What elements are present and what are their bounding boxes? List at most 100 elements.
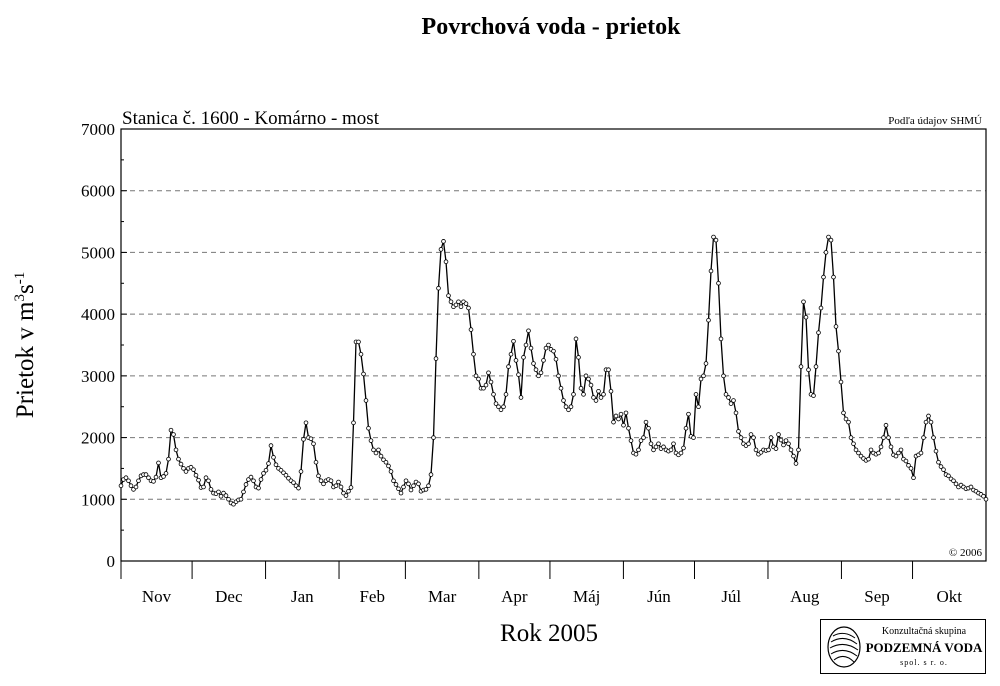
data-point [733, 410, 739, 416]
data-point [376, 447, 381, 453]
data-point [678, 450, 684, 456]
data-point [608, 388, 614, 394]
data-point [821, 274, 826, 280]
data-point [791, 453, 796, 459]
data-point [653, 444, 659, 450]
data-point [273, 462, 279, 468]
data-point [751, 435, 756, 440]
data-point [446, 293, 451, 298]
month-label: Jan [291, 587, 314, 606]
data-point [183, 469, 189, 474]
x-axis-label: Rok 2005 [500, 620, 598, 647]
data-point [258, 477, 264, 482]
data-point [693, 392, 699, 397]
data-point [511, 338, 516, 344]
data-point [921, 435, 926, 440]
y-tick-label: 3000 [81, 367, 115, 386]
data-point [691, 435, 696, 440]
data-point [613, 413, 619, 419]
data-point [931, 435, 936, 440]
data-point [338, 484, 344, 490]
data-point [941, 467, 946, 472]
data-point [398, 490, 404, 496]
data-point [468, 327, 474, 332]
data-point [798, 364, 804, 369]
data-point [508, 351, 514, 357]
data-point [568, 404, 574, 410]
data-point [193, 472, 199, 478]
data-point [831, 274, 836, 280]
data-point [223, 493, 229, 498]
data-point [936, 459, 941, 465]
data-point [546, 342, 551, 348]
data-point [623, 410, 629, 416]
data-point [206, 478, 211, 484]
data-point [848, 435, 854, 440]
data-point [526, 328, 531, 334]
data-point [316, 473, 321, 479]
data-point [151, 479, 156, 484]
data-point [196, 477, 201, 483]
data-point [481, 385, 486, 391]
data-point [643, 419, 649, 425]
data-point [428, 472, 434, 477]
data-point [166, 456, 171, 462]
data-point [371, 447, 376, 453]
data-point [391, 478, 396, 484]
y-axis-label-main: Prietok v m [12, 301, 39, 418]
x-axis: Nov Dec Jan Feb Mar Apr Máj Jún Júl Aug Sep Okt [120, 561, 962, 606]
data-point [503, 392, 509, 397]
data-point [173, 447, 179, 453]
data-point [261, 471, 266, 476]
chart-title: Povrchová voda - prietok [422, 14, 682, 40]
y-tick-label: 6000 [81, 182, 115, 201]
data-point [536, 373, 541, 379]
data-point [836, 348, 841, 354]
month-label: Sep [864, 587, 890, 606]
data-point [521, 355, 526, 360]
data-point [888, 444, 894, 450]
data-point [646, 426, 651, 431]
data-point [846, 419, 851, 425]
data-point [581, 392, 586, 397]
y-tick-label: 2000 [81, 429, 115, 448]
data-point [241, 489, 246, 495]
data-point [463, 301, 469, 306]
data-point [651, 447, 656, 453]
data-point [366, 426, 371, 431]
data-point [426, 483, 431, 489]
data-point [556, 373, 561, 379]
data-point [686, 411, 691, 417]
data-point [738, 435, 744, 440]
data-point [393, 482, 399, 487]
data-point [208, 487, 214, 492]
data-point [903, 458, 909, 464]
data-point [908, 466, 914, 471]
data-point [708, 268, 714, 274]
data-point [698, 376, 704, 382]
station-subtitle: Stanica č. 1600 - Komárno - most [122, 108, 380, 129]
gridlines [121, 190, 986, 500]
y-tick-label: 4000 [81, 305, 115, 324]
data-point [401, 484, 406, 490]
y-tick-label: 1000 [81, 490, 115, 509]
data-point [538, 370, 544, 376]
data-point [313, 459, 319, 465]
data-point [483, 382, 489, 388]
logo-line2: PODZEMNÁ VODA [865, 640, 983, 655]
data-point [933, 448, 939, 454]
data-point [226, 496, 231, 502]
data-point [628, 438, 634, 443]
data-point [816, 330, 821, 335]
data-point [268, 443, 274, 448]
data-point [596, 388, 601, 394]
data-point [926, 413, 931, 419]
data-point [488, 379, 494, 385]
data-point [838, 379, 844, 385]
data-point [263, 467, 269, 473]
data-point [356, 339, 361, 345]
month-label: Dec [215, 587, 243, 606]
data-point [598, 395, 604, 400]
data-point [448, 299, 454, 305]
data-point [748, 432, 754, 437]
